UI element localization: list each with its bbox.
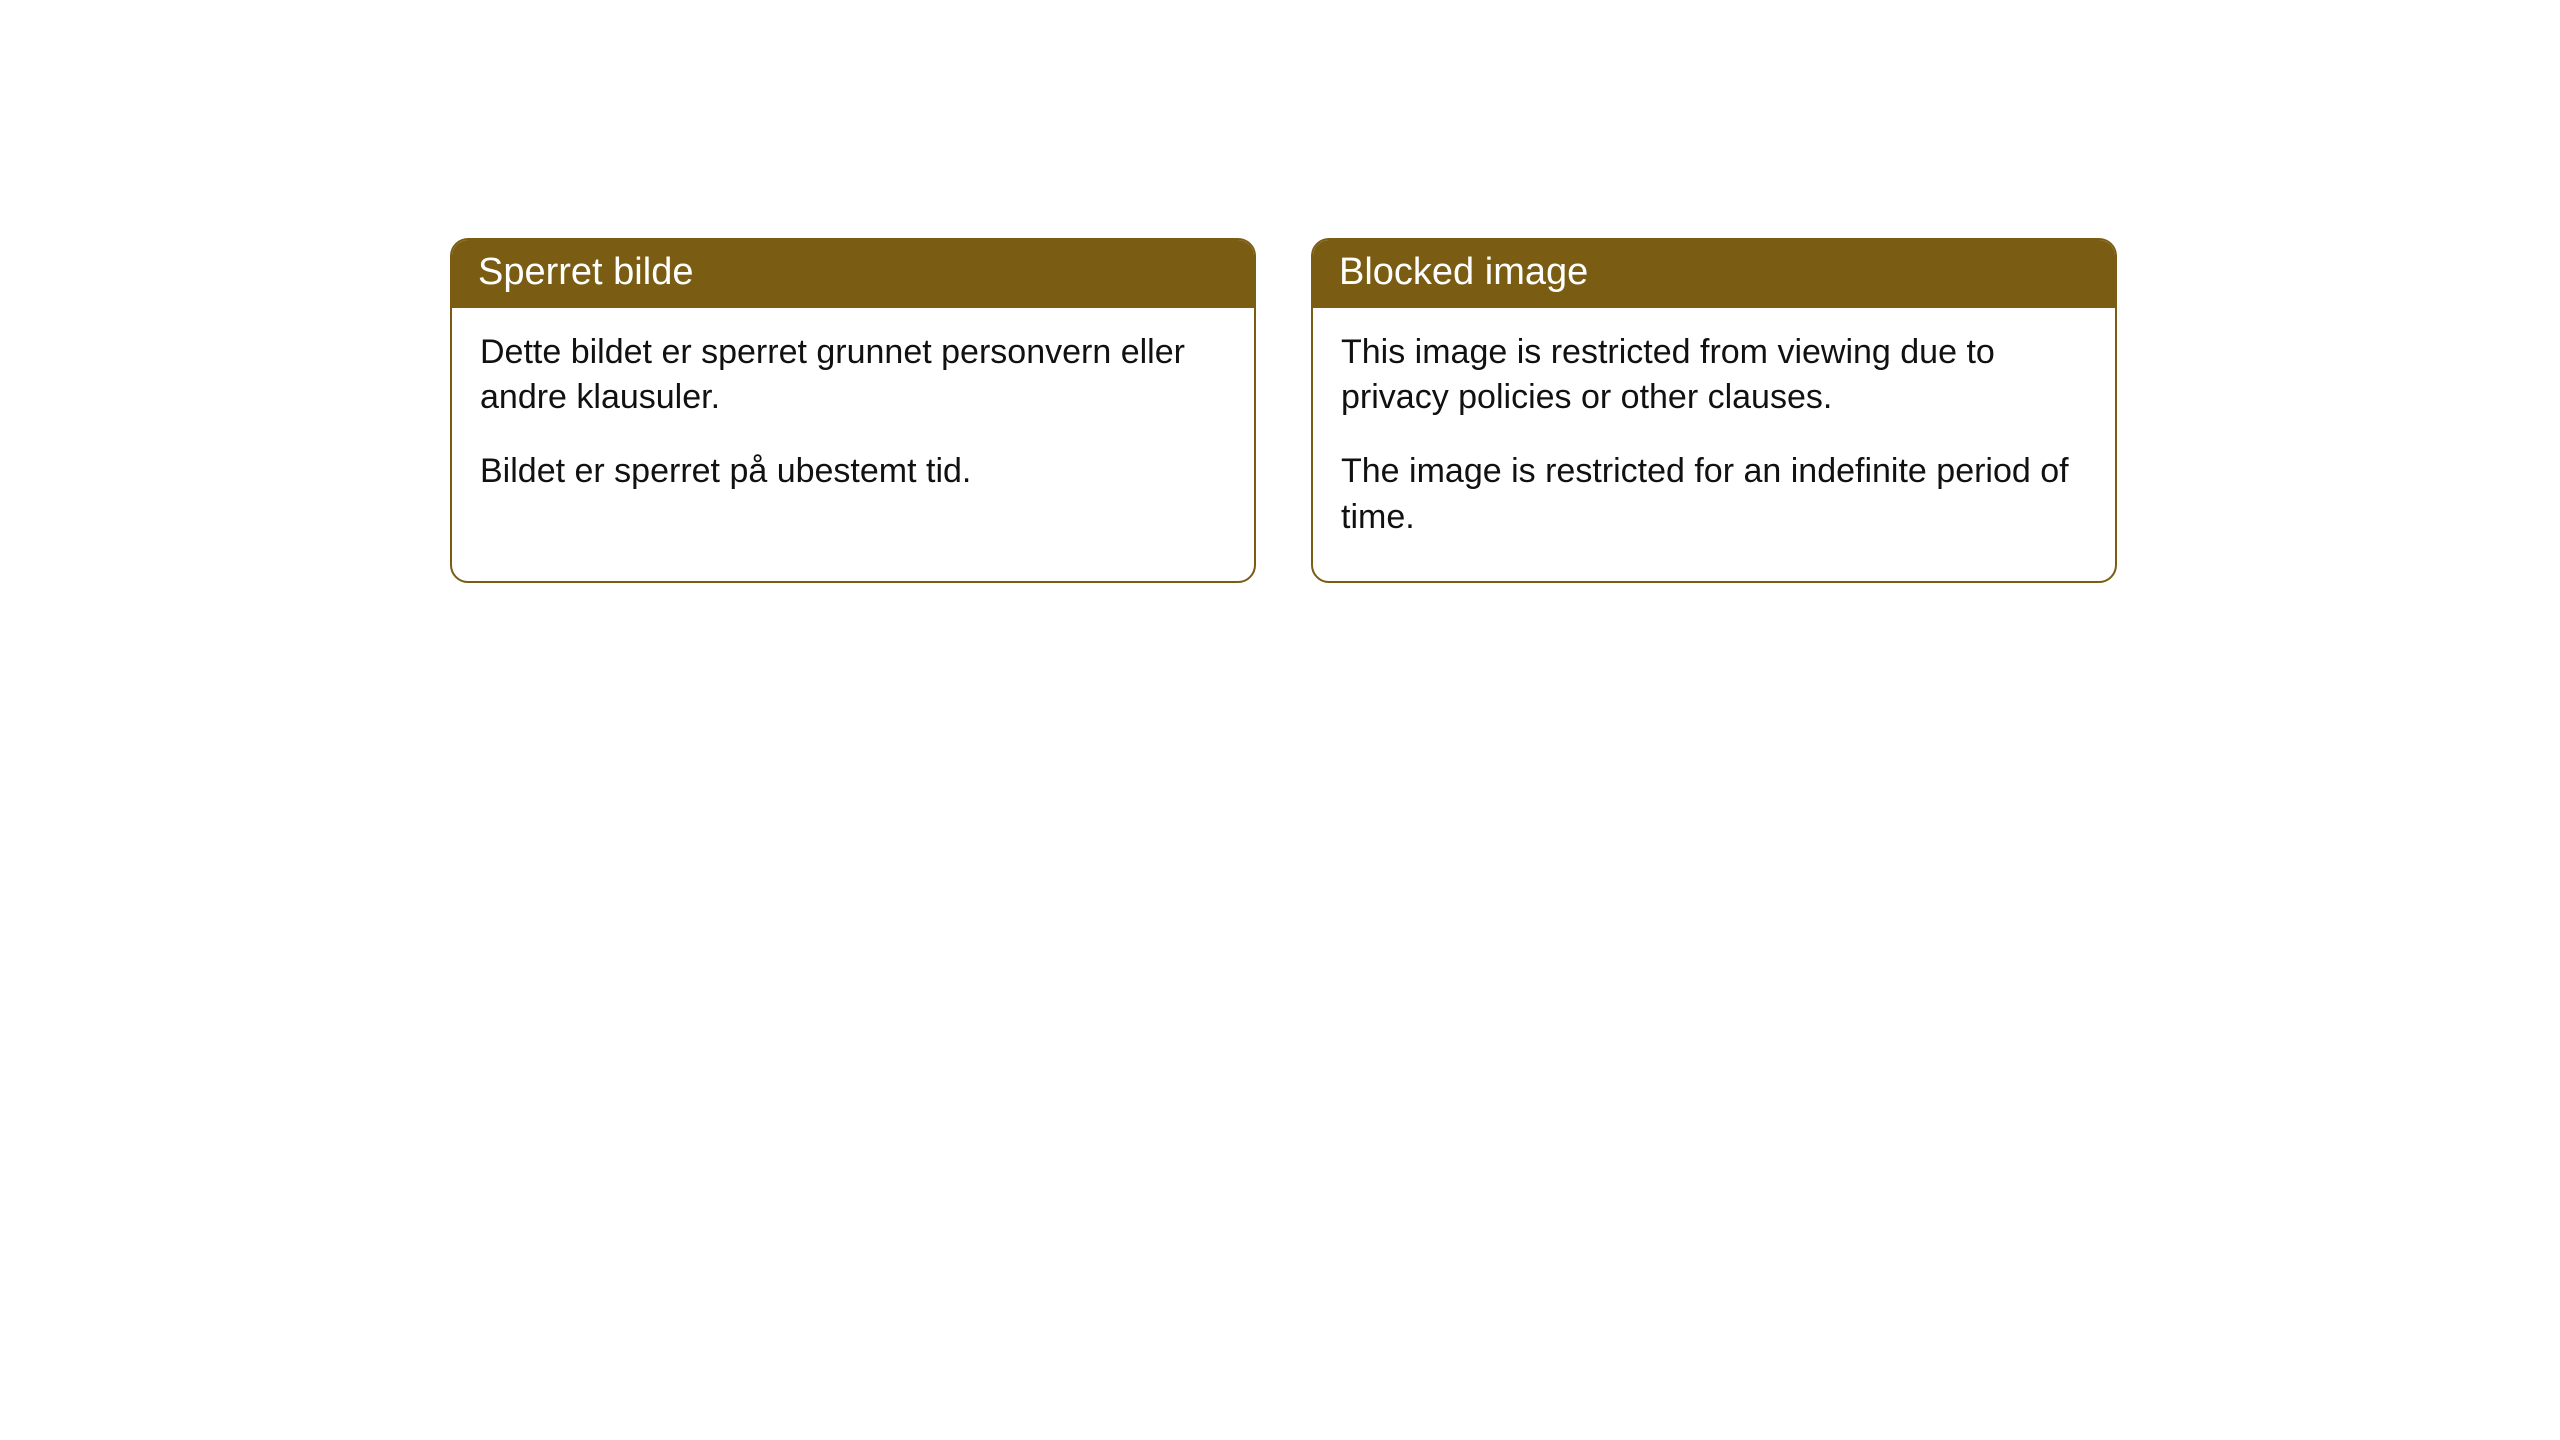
notice-cards-container: Sperret bilde Dette bildet er sperret gr… (450, 238, 2117, 583)
card-header-norwegian: Sperret bilde (452, 240, 1254, 308)
notice-text-line1-en: This image is restricted from viewing du… (1341, 330, 2087, 422)
card-body-norwegian: Dette bildet er sperret grunnet personve… (452, 308, 1254, 536)
notice-text-line2-en: The image is restricted for an indefinit… (1341, 449, 2087, 541)
card-body-english: This image is restricted from viewing du… (1313, 308, 2115, 582)
blocked-image-card-english: Blocked image This image is restricted f… (1311, 238, 2117, 583)
notice-text-line1-no: Dette bildet er sperret grunnet personve… (480, 330, 1226, 422)
blocked-image-card-norwegian: Sperret bilde Dette bildet er sperret gr… (450, 238, 1256, 583)
card-header-english: Blocked image (1313, 240, 2115, 308)
notice-text-line2-no: Bildet er sperret på ubestemt tid. (480, 449, 1226, 495)
